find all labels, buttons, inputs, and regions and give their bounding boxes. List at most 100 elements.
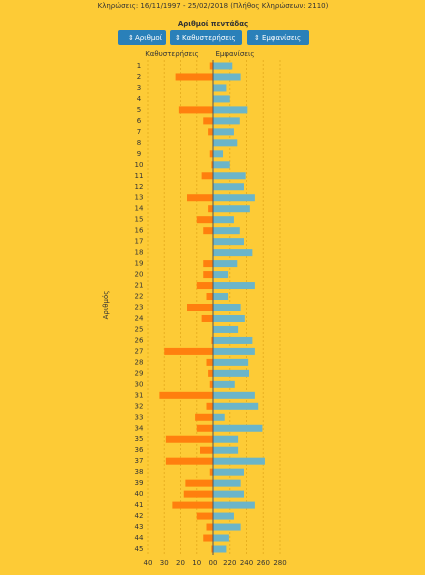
- bar: [213, 183, 244, 191]
- bar: [213, 304, 241, 311]
- bar: [213, 402, 259, 410]
- legend-entry: Καθυστερήσεις: [145, 50, 199, 58]
- bar: [213, 314, 245, 322]
- bar: [208, 128, 213, 136]
- button-label: Αριθμοί: [135, 34, 163, 42]
- bar: [213, 391, 255, 399]
- bar: [213, 479, 241, 487]
- bar: [213, 457, 265, 465]
- y-tick-label: 30: [135, 380, 144, 388]
- bar: [203, 271, 213, 279]
- y-tick-label: 26: [135, 336, 144, 344]
- sort-button[interactable]: ⇕ Εμφανίσεις: [247, 30, 309, 45]
- y-tick-label: 35: [135, 435, 144, 443]
- bar: [213, 62, 233, 70]
- bar: [213, 139, 238, 147]
- x2-tick-label: 260: [257, 559, 270, 567]
- bar: [203, 534, 213, 542]
- button-icon: ⇕: [175, 34, 181, 42]
- sort-button[interactable]: ⇕ Καθυστερήσεις: [170, 30, 242, 45]
- bar: [165, 435, 213, 443]
- button-bg: [118, 30, 166, 45]
- bar: [196, 424, 213, 432]
- bar: [213, 249, 253, 257]
- y-tick-label: 38: [135, 468, 144, 476]
- x-tick-label: 20: [176, 559, 185, 567]
- bar: [206, 358, 213, 366]
- bar: [213, 194, 255, 202]
- bar: [206, 523, 213, 531]
- bar: [213, 358, 249, 366]
- x-tick-label: 00: [209, 559, 218, 567]
- bar: [213, 260, 238, 268]
- y-tick-label: 40: [135, 490, 144, 498]
- y-tick-label: 7: [137, 128, 141, 136]
- bar: [203, 227, 213, 235]
- bar: [201, 314, 213, 322]
- bar: [187, 194, 213, 202]
- bar: [183, 490, 213, 498]
- bar: [208, 205, 213, 213]
- bar: [209, 150, 213, 158]
- header: Κληρώσεις: 16/11/1997 - 25/02/2018 (Πλήθ…: [98, 2, 329, 10]
- legend-entry: Εμφανίσεις: [215, 50, 254, 58]
- x2-tick-label: 240: [240, 559, 253, 567]
- y-tick-label: 15: [135, 216, 144, 224]
- bar: [213, 413, 225, 421]
- y-tick-label: 12: [135, 183, 144, 191]
- bar: [208, 369, 213, 377]
- bar: [213, 150, 224, 158]
- bar: [213, 84, 227, 92]
- bar: [213, 205, 250, 213]
- button-icon: ⇕: [128, 34, 134, 42]
- bar: [213, 468, 244, 476]
- bar: [211, 161, 213, 169]
- y-tick-label: 43: [135, 523, 144, 531]
- bar: [213, 161, 230, 169]
- bar: [213, 336, 253, 344]
- bar: [196, 282, 213, 290]
- bar: [175, 73, 213, 81]
- y-tick-label: 44: [135, 534, 144, 542]
- button-icon: ⇕: [254, 34, 260, 42]
- bar: [211, 336, 213, 344]
- bar: [213, 545, 227, 553]
- y-tick-label: 28: [135, 358, 144, 366]
- y-tick-label: 37: [135, 457, 144, 465]
- y-tick-label: 6: [137, 117, 142, 125]
- bar: [213, 501, 255, 509]
- y-tick-label: 21: [135, 282, 144, 290]
- button-bg: [170, 30, 242, 45]
- bar: [209, 380, 213, 388]
- bar: [165, 457, 213, 465]
- y-tick-label: 14: [135, 205, 144, 213]
- bar: [213, 238, 244, 246]
- y-tick-label: 23: [135, 304, 144, 312]
- bar: [213, 172, 246, 180]
- y-tick-label: 10: [135, 161, 144, 169]
- bar: [213, 380, 235, 388]
- y-tick-label: 1: [137, 62, 141, 70]
- y-tick-label: 3: [137, 84, 141, 92]
- bar: [213, 369, 250, 377]
- bar: [213, 512, 234, 520]
- x2-tick-label: 280: [273, 559, 286, 567]
- button-bg: [247, 30, 309, 45]
- y-tick-label: 45: [135, 545, 144, 553]
- bar: [206, 293, 213, 301]
- bar: [213, 424, 263, 432]
- y-tick-label: 29: [135, 369, 144, 377]
- bar: [213, 106, 248, 114]
- bar: [196, 216, 213, 224]
- bar: [213, 73, 241, 81]
- y-tick-label: 5: [137, 106, 141, 114]
- bar: [213, 523, 241, 531]
- y-tick-label: 24: [135, 314, 144, 322]
- sort-button[interactable]: ⇕ Αριθμοί: [118, 30, 166, 45]
- x-tick-label: 10: [192, 559, 201, 567]
- bar: [200, 446, 213, 454]
- bar: [209, 62, 213, 70]
- y-tick-label: 9: [137, 150, 141, 158]
- bar: [213, 534, 229, 542]
- bar: [196, 512, 213, 520]
